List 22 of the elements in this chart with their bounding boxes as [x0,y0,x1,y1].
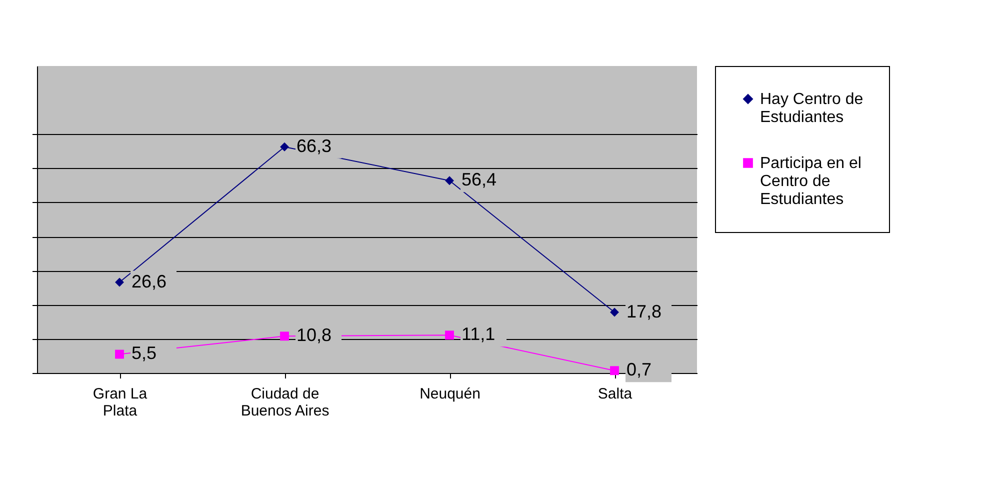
data-label: 26,6 [132,271,167,292]
legend-label: Hay Centro de Estudiantes [760,91,864,126]
data-label: 5,5 [132,343,157,364]
x-tick-label: Gran La Plata [92,386,148,420]
point [445,176,454,186]
point [280,142,289,152]
point [610,308,619,317]
point [445,330,454,340]
data-label: 10,8 [296,325,332,346]
point [280,332,289,341]
point [610,366,619,376]
data-label: 66,3 [296,136,332,156]
x-tick-label: Neuquén [420,386,480,402]
data-label: 11,1 [462,324,496,344]
x-tick-label: Salta [598,386,633,402]
data-label: 0,7 [626,360,652,380]
data-label: 17,8 [626,301,662,322]
data-label: 56,4 [462,170,497,190]
point [115,350,124,359]
x-tick-label: Ciudad de Buenos Aires [240,386,330,420]
legend-label: Participa en el Centro de Estudiantes [760,155,862,208]
point [115,278,124,287]
